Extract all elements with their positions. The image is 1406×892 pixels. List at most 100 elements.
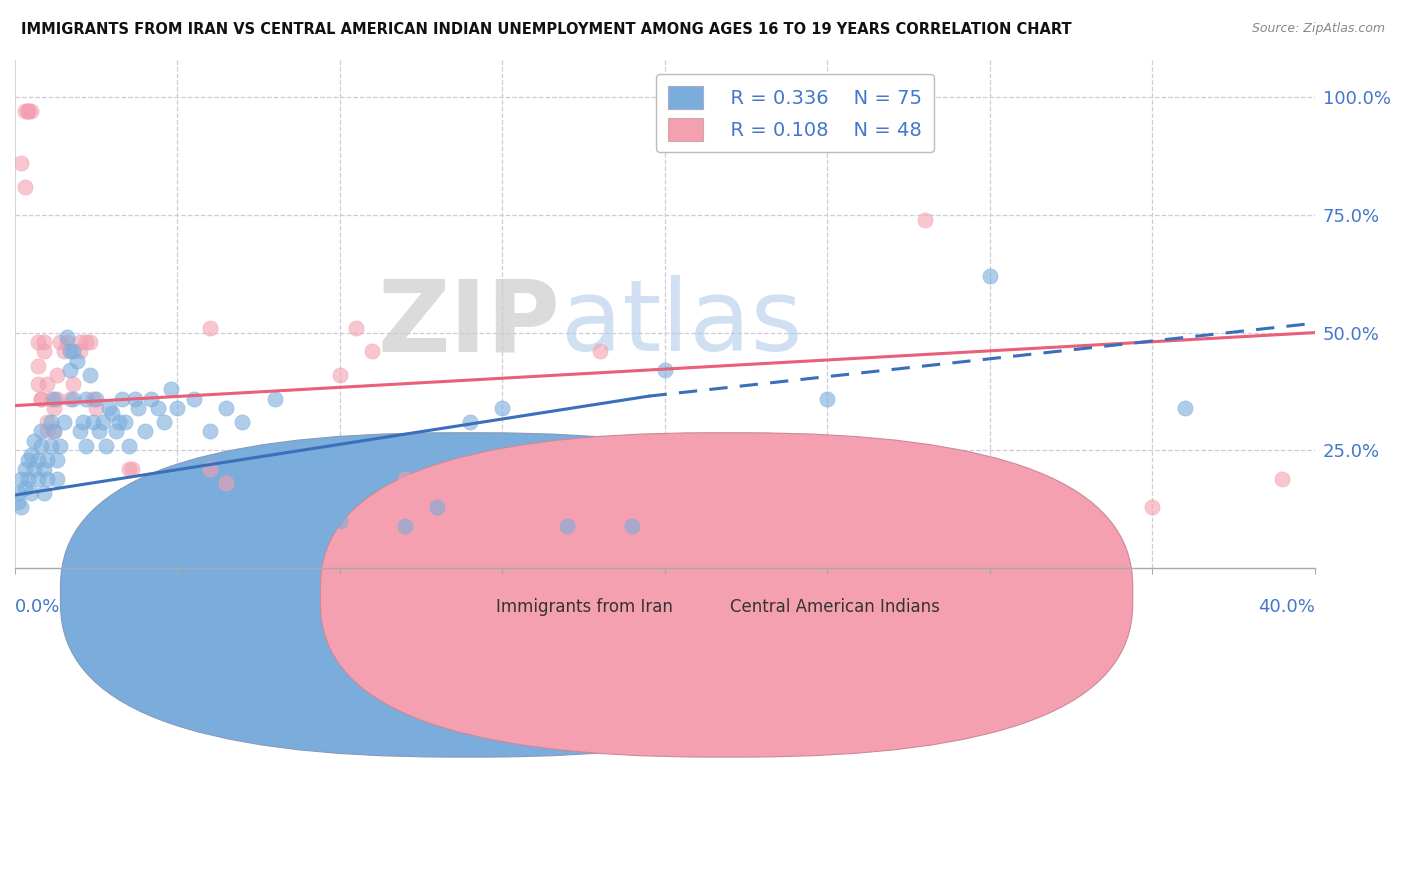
Point	[79, 368, 101, 382]
Text: atlas: atlas	[561, 276, 803, 373]
Point	[10, 500, 32, 514]
Point	[49, 439, 72, 453]
Point	[59, 344, 82, 359]
Point	[52, 415, 75, 429]
Point	[344, 321, 367, 335]
Point	[329, 368, 352, 382]
Point	[82, 415, 104, 429]
Point	[523, 500, 546, 514]
Point	[42, 425, 65, 439]
Point	[27, 471, 49, 485]
Point	[118, 439, 141, 453]
Point	[141, 392, 163, 406]
Point	[198, 425, 221, 439]
Point	[815, 392, 838, 406]
FancyBboxPatch shape	[60, 433, 873, 757]
Point	[56, 334, 79, 349]
Point	[14, 481, 37, 495]
Point	[17, 104, 39, 119]
Text: ZIP: ZIP	[378, 276, 561, 373]
Point	[46, 452, 69, 467]
Point	[62, 392, 84, 406]
Point	[69, 425, 91, 439]
Point	[46, 392, 69, 406]
Point	[14, 179, 37, 194]
Point	[10, 471, 32, 485]
Point	[329, 514, 352, 528]
Point	[1011, 500, 1033, 514]
Point	[89, 425, 111, 439]
Point	[69, 334, 91, 349]
Point	[20, 104, 42, 119]
Point	[979, 269, 1001, 284]
Point	[1140, 500, 1163, 514]
Point	[30, 425, 52, 439]
Point	[76, 334, 98, 349]
Point	[32, 485, 55, 500]
Point	[1174, 401, 1197, 415]
Point	[39, 392, 62, 406]
Point	[72, 415, 94, 429]
Text: 40.0%: 40.0%	[1258, 599, 1315, 616]
Point	[66, 354, 89, 368]
Point	[39, 415, 62, 429]
Point	[198, 462, 221, 476]
Point	[215, 401, 238, 415]
Point	[111, 392, 134, 406]
Point	[76, 439, 98, 453]
Point	[426, 500, 449, 514]
Point	[14, 462, 37, 476]
Point	[1271, 471, 1294, 485]
Point	[37, 425, 59, 439]
Point	[183, 392, 205, 406]
Point	[94, 439, 117, 453]
Point	[56, 330, 79, 344]
Point	[17, 452, 39, 467]
Point	[491, 401, 513, 415]
Point	[166, 401, 188, 415]
Point	[7, 495, 30, 509]
Point	[32, 334, 55, 349]
Point	[20, 448, 42, 462]
Point	[10, 156, 32, 170]
Point	[198, 321, 221, 335]
Point	[46, 471, 69, 485]
Point	[146, 401, 169, 415]
Point	[458, 415, 481, 429]
Point	[52, 344, 75, 359]
Point	[557, 518, 579, 533]
Text: 0.0%: 0.0%	[15, 599, 60, 616]
Point	[37, 377, 59, 392]
Point	[27, 377, 49, 392]
Point	[84, 401, 107, 415]
Point	[98, 401, 121, 415]
Point	[101, 406, 124, 420]
Point	[62, 344, 84, 359]
Point	[621, 518, 644, 533]
Point	[42, 425, 65, 439]
Point	[32, 462, 55, 476]
Point	[153, 415, 176, 429]
Point	[914, 212, 936, 227]
Point	[134, 425, 156, 439]
Point	[39, 439, 62, 453]
Point	[124, 392, 146, 406]
Point	[84, 392, 107, 406]
Point	[17, 471, 39, 485]
Point	[27, 452, 49, 467]
Point	[30, 439, 52, 453]
Point	[231, 415, 253, 429]
Point	[121, 462, 143, 476]
Point	[79, 334, 101, 349]
Point	[82, 392, 104, 406]
Point	[118, 462, 141, 476]
Point	[394, 471, 416, 485]
Legend:   R = 0.336    N = 75,   R = 0.108    N = 48: R = 0.336 N = 75, R = 0.108 N = 48	[655, 74, 934, 153]
Point	[654, 363, 676, 377]
Point	[24, 434, 46, 448]
Text: IMMIGRANTS FROM IRAN VS CENTRAL AMERICAN INDIAN UNEMPLOYMENT AMONG AGES 16 TO 19: IMMIGRANTS FROM IRAN VS CENTRAL AMERICAN…	[21, 22, 1071, 37]
Point	[37, 471, 59, 485]
Point	[49, 334, 72, 349]
Point	[108, 415, 131, 429]
Point	[46, 368, 69, 382]
